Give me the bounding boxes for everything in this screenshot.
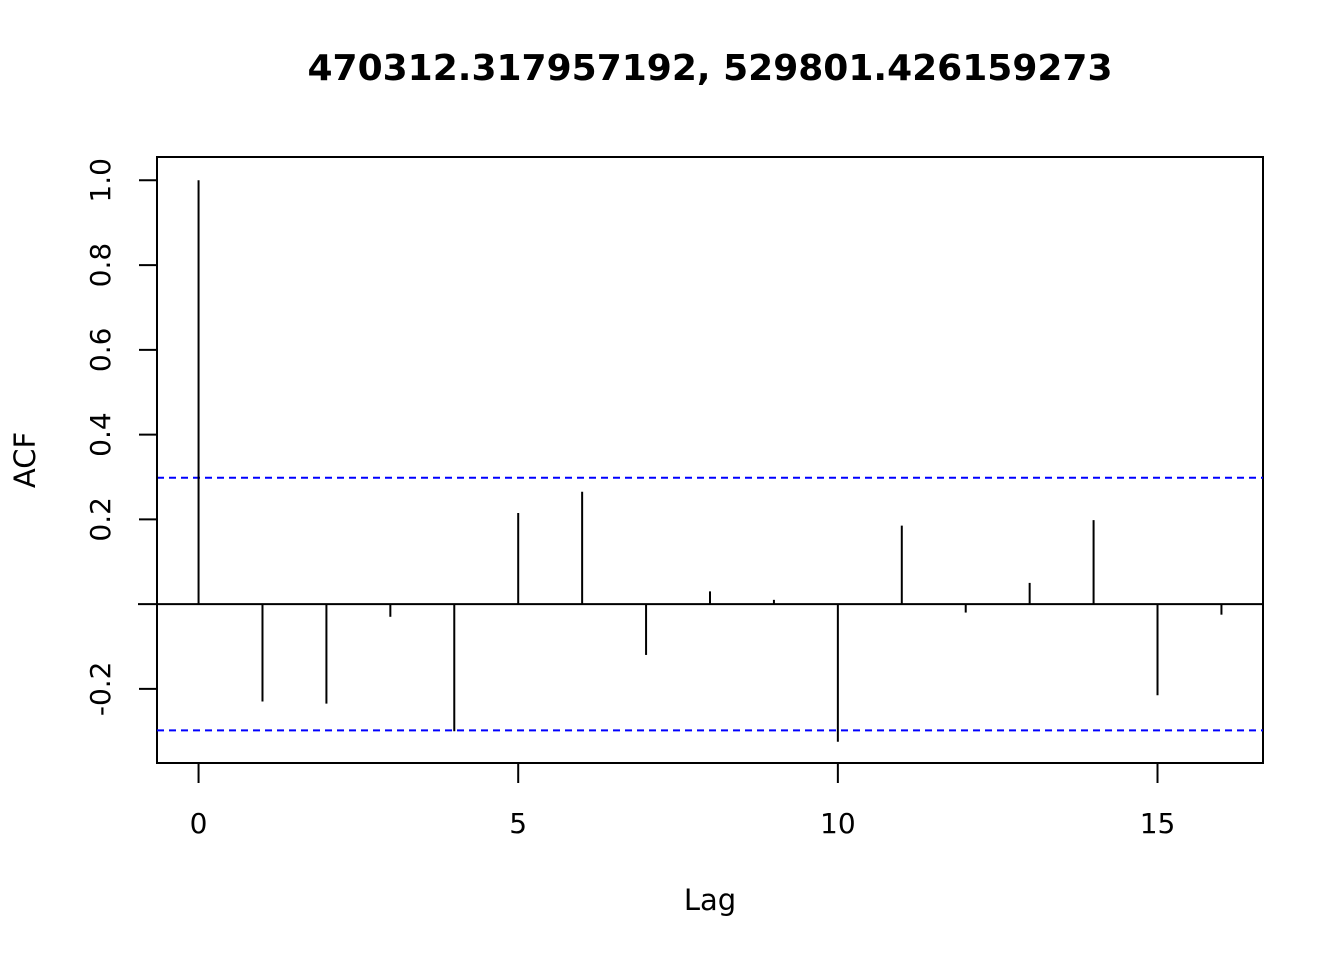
y-tick-label-2: 0.4 — [84, 412, 117, 457]
x-axis-label: Lag — [684, 883, 736, 917]
y-tick-label-1: 0.2 — [84, 497, 117, 542]
y-axis: -0.2 0.2 0.4 0.6 0.8 1.0 — [84, 158, 158, 717]
x-tick-label-5: 5 — [509, 807, 527, 840]
x-axis: 0 5 10 15 — [190, 762, 1176, 840]
chart-title: 470312.317957192, 529801.426159273 — [307, 48, 1112, 89]
x-tick-label-10: 10 — [820, 807, 856, 840]
y-axis-label: ACF — [8, 432, 42, 488]
y-tick-label-0: -0.2 — [84, 662, 117, 717]
y-tick-label-4: 0.8 — [84, 243, 117, 288]
y-tick-label-3: 0.6 — [84, 328, 117, 373]
plot-frame — [156, 156, 1264, 764]
acf-bars — [197, 180, 1223, 742]
x-tick-label-15: 15 — [1140, 807, 1176, 840]
confidence-lines — [157, 476, 1263, 732]
x-tick-label-0: 0 — [190, 807, 208, 840]
y-tick-label-5: 1.0 — [84, 158, 117, 203]
